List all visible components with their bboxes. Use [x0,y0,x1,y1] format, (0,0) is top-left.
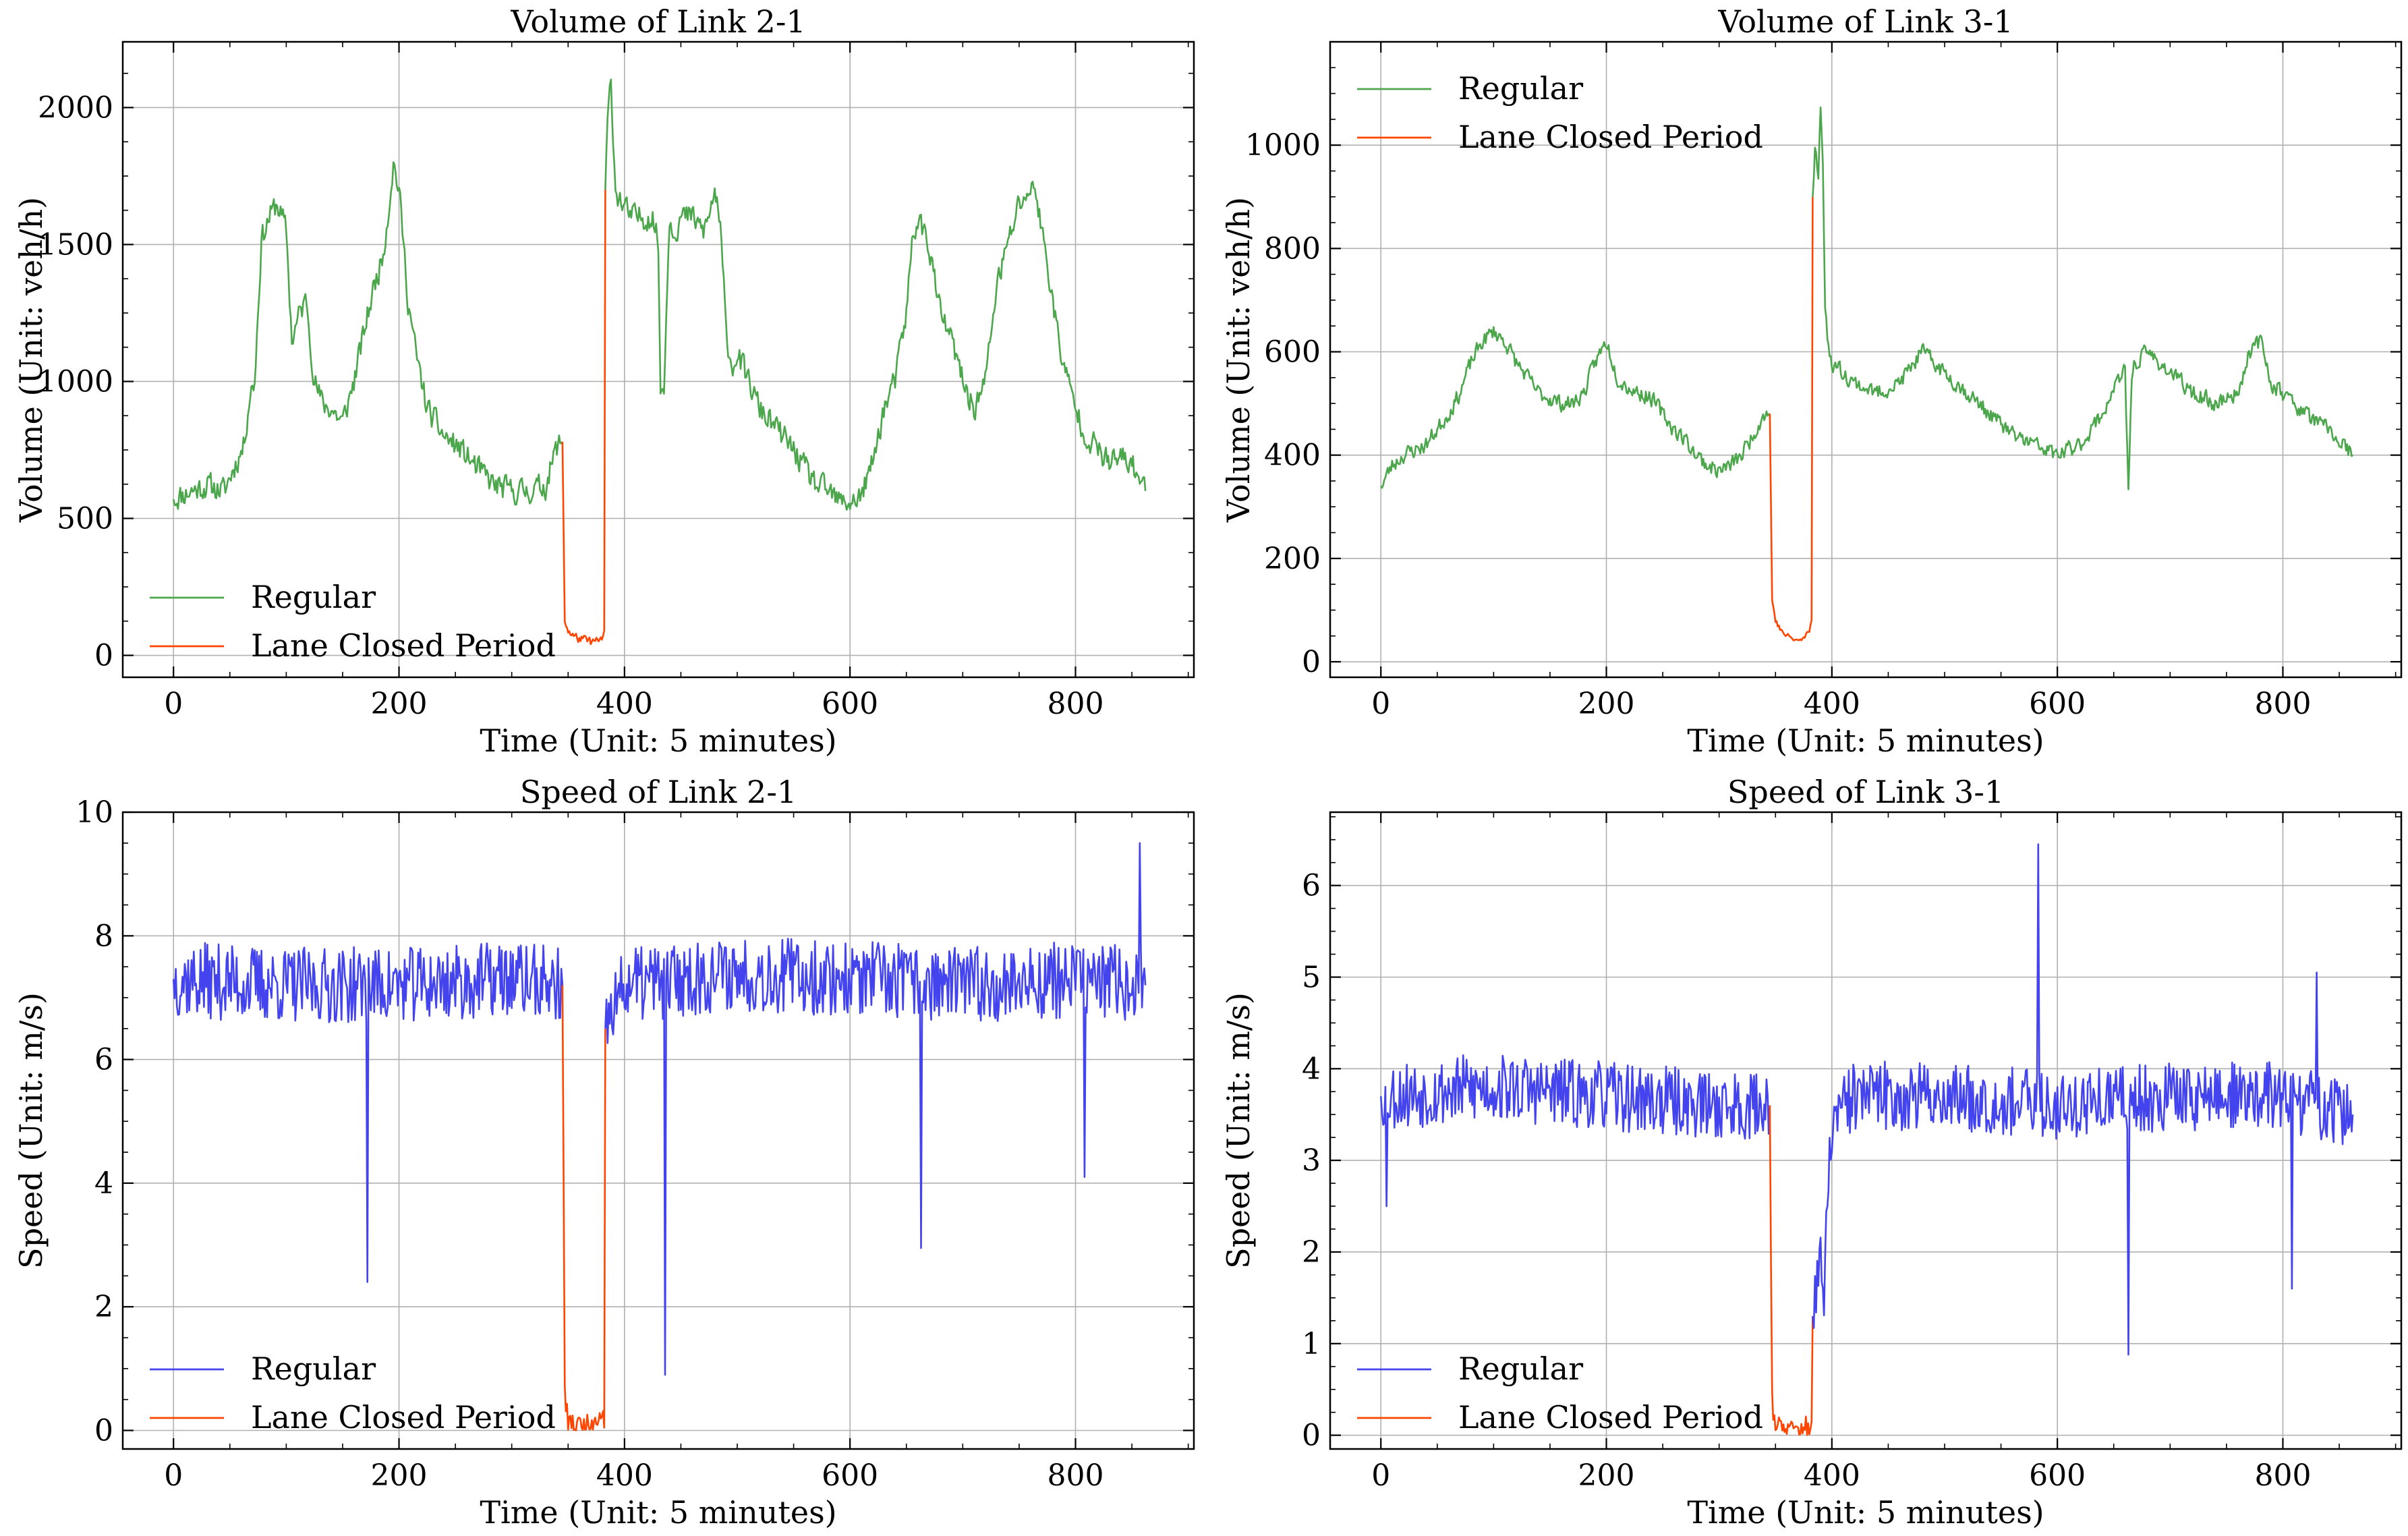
plot-frame [121,811,1195,1450]
x-axis-label: Time (Unit: 5 minutes) [480,722,836,759]
y-tick-label: 1 [1302,1327,1321,1361]
legend-label: Lane Closed Period [251,1399,556,1435]
y-tick-label: 400 [1264,438,1321,473]
series-line-lane-closed-period-2 [561,190,606,646]
x-tick-label: 0 [1371,687,1390,721]
x-tick-label: 600 [2029,687,2086,721]
y-tick-label: 1000 [38,364,113,399]
x-tick-label: 800 [2254,687,2311,721]
x-tick-label: 0 [164,1458,183,1493]
legend-label: Regular [1458,1350,1583,1387]
legend: Regular Lane Closed Period [150,1350,556,1435]
y-tick-label: 2 [1302,1235,1321,1270]
y-axis-label: Speed (Unit: m/s) [1220,992,1257,1269]
series-line-regular-1 [172,161,563,510]
x-tick-label: 800 [1047,687,1103,721]
x-tick-label: 400 [1804,1458,1860,1493]
y-axis-label: Volume (Unit: veh/h) [1220,197,1257,523]
y-tick-label: 5 [1302,960,1321,994]
plot-frame [1329,40,2403,679]
chart-panel-2: 0 200 400 600 800 0 200 400 600 800 1000 Volume of … [1220,3,2403,759]
series-line-regular-3 [604,842,1147,1376]
y-tick-label: 4 [94,1166,113,1201]
y-axis-label: Volume (Unit: veh/h) [13,197,49,523]
legend: Regular Lane Closed Period [1357,1350,1763,1435]
chart-panel-1: 0 200 400 600 800 0 500 1000 1500 2000 Volume of L… [13,3,1195,759]
plot-frame [121,40,1195,679]
series-line-regular-3 [1812,106,2353,490]
y-tick-label: 2 [94,1290,113,1324]
chart-panel-3: 0 200 400 600 800 0 2 4 6 8 10 Speed of Link 2-1 Tim… [13,774,1195,1531]
series-line-regular-1 [1379,1054,1771,1207]
x-axis-label: Time (Unit: 5 minutes) [1687,722,2044,759]
x-axis-label: Time (Unit: 5 minutes) [480,1494,836,1531]
x-tick-label: 200 [1578,1458,1635,1493]
legend-label: Regular [1458,70,1583,107]
legend: Regular Lane Closed Period [150,579,556,664]
y-tick-label: 3 [1302,1143,1321,1178]
series-line-lane-closed-period-2 [1769,196,1814,642]
chart-title: Volume of Link 2-1 [510,3,805,40]
y-tick-label: 0 [94,1414,113,1448]
x-tick-label: 200 [371,687,428,721]
y-tick-label: 0 [94,639,113,673]
y-tick-label: 0 [1302,1419,1321,1453]
chart-panel-4: 0 200 400 600 800 0 1 2 3 4 5 6 Speed of Link 3-1 Tim… [1220,774,2403,1531]
legend-label: Regular [251,579,376,615]
x-tick-label: 600 [822,687,878,721]
legend-label: Lane Closed Period [251,627,556,664]
x-tick-label: 800 [2254,1458,2311,1493]
chart-title: Speed of Link 2-1 [520,774,797,810]
series-line-regular-3 [1812,843,2354,1356]
legend-label: Regular [251,1350,376,1387]
series-line-regular-1 [172,942,564,1283]
y-tick-label: 10 [76,795,113,830]
x-tick-label: 400 [596,1458,653,1493]
legend: Regular Lane Closed Period [1357,70,1763,155]
series-line-lane-closed-period-2 [1769,1105,1814,1436]
x-axis-label: Time (Unit: 5 minutes) [1687,1494,2044,1531]
x-tick-label: 400 [596,687,653,721]
legend-label: Lane Closed Period [1458,1399,1763,1435]
y-tick-label: 4 [1302,1052,1321,1086]
x-tick-label: 800 [1047,1458,1103,1493]
y-tick-label: 600 [1264,335,1321,370]
x-tick-label: 600 [2029,1458,2086,1493]
x-tick-label: 200 [371,1458,428,1493]
x-tick-label: 0 [1371,1458,1390,1493]
x-tick-label: 600 [822,1458,878,1493]
x-tick-label: 200 [1578,687,1635,721]
y-tick-label: 500 [57,502,113,536]
legend-label: Lane Closed Period [1458,119,1763,155]
y-tick-label: 200 [1264,542,1321,576]
y-tick-label: 1500 [38,227,113,262]
y-tick-label: 6 [94,1043,113,1077]
chart-title: Speed of Link 3-1 [1727,774,2004,810]
y-tick-label: 800 [1264,231,1321,266]
series-line-regular-1 [1380,326,1771,489]
x-tick-label: 400 [1804,687,1860,721]
plot-frame [1329,811,2403,1450]
y-tick-label: 8 [94,919,113,953]
chart-title: Volume of Link 3-1 [1717,3,2013,40]
y-axis-label: Speed (Unit: m/s) [13,992,49,1269]
y-tick-label: 6 [1302,869,1321,903]
y-tick-label: 1000 [1245,128,1321,163]
x-tick-label: 0 [164,687,183,721]
series-line-lane-closed-period-2 [561,985,606,1431]
y-tick-label: 2000 [38,90,113,125]
series-line-regular-3 [604,78,1147,511]
y-tick-label: 0 [1302,645,1321,679]
